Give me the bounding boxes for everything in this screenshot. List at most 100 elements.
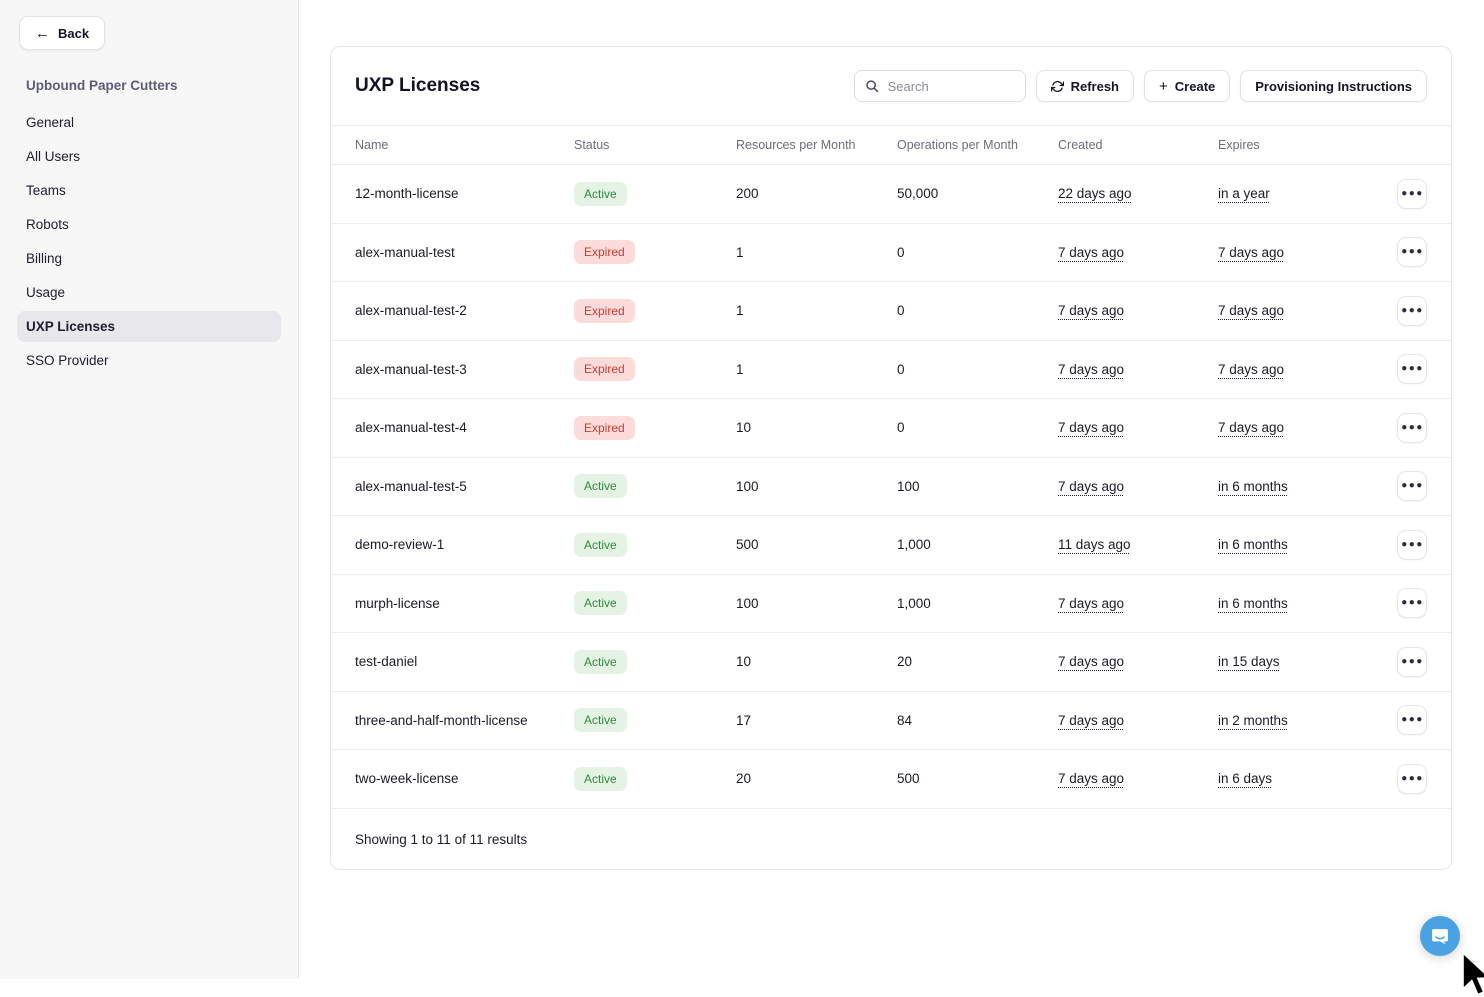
expires-value[interactable]: in 6 months [1218, 478, 1288, 494]
status-badge: Active [574, 766, 627, 791]
chat-bubble-icon [1432, 929, 1448, 945]
card-header: UXP Licenses Refresh + Create [331, 47, 1451, 126]
created-value[interactable]: 7 days ago [1058, 771, 1125, 787]
expires-value[interactable]: 7 days ago [1218, 361, 1285, 377]
header-controls: Refresh + Create Provisioning Instructio… [853, 70, 1427, 102]
license-created-cell: 7 days ago [1058, 713, 1218, 728]
ellipsis-icon: ●●● [1401, 421, 1424, 433]
license-operations: 1,000 [897, 595, 931, 611]
row-actions-button[interactable]: ●●● [1397, 763, 1427, 794]
license-created-cell: 7 days ago [1058, 303, 1218, 318]
row-actions-button[interactable]: ●●● [1397, 588, 1427, 619]
created-value[interactable]: 7 days ago [1058, 244, 1125, 260]
status-badge: Active [574, 649, 627, 674]
back-button[interactable]: ← Back [19, 16, 106, 50]
refresh-button-label: Refresh [1070, 78, 1120, 94]
ellipsis-icon: ●●● [1401, 304, 1424, 316]
license-name: three-and-half-month-license [355, 712, 528, 728]
sidebar-item-billing[interactable]: Billing [17, 243, 281, 274]
license-operations: 50,000 [897, 186, 939, 202]
row-actions-button[interactable]: ●●● [1397, 178, 1427, 209]
create-button[interactable]: + Create [1144, 70, 1231, 102]
created-value[interactable]: 11 days ago [1058, 537, 1131, 553]
license-status-cell: Expired [574, 415, 736, 440]
license-name: test-daniel [355, 654, 418, 670]
license-resources: 1 [736, 361, 744, 377]
sidebar-item-label: All Users [26, 149, 81, 164]
license-resources: 17 [736, 712, 752, 728]
provisioning-instructions-button[interactable]: Provisioning Instructions [1240, 70, 1427, 102]
row-actions-button[interactable]: ●●● [1397, 354, 1427, 385]
license-name: alex-manual-test-5 [355, 478, 467, 494]
expires-value[interactable]: in 6 days [1218, 771, 1273, 787]
sidebar-item-usage[interactable]: Usage [17, 277, 281, 308]
status-badge: Expired [574, 298, 635, 323]
created-value[interactable]: 7 days ago [1058, 478, 1125, 494]
expires-value[interactable]: in 6 months [1218, 595, 1288, 611]
column-header: Expires [1218, 138, 1260, 152]
ellipsis-icon: ●●● [1401, 772, 1424, 784]
row-actions-button[interactable]: ●●● [1397, 705, 1427, 736]
row-actions-button[interactable]: ●●● [1397, 412, 1427, 443]
ellipsis-icon: ●●● [1401, 538, 1424, 550]
chat-launcher-button[interactable] [1420, 916, 1460, 956]
created-value[interactable]: 7 days ago [1058, 303, 1125, 319]
table-row: alex-manual-test-5 Active 100 100 7 days ago… [331, 458, 1451, 516]
sidebar-item-all-users[interactable]: All Users [17, 141, 281, 172]
search-input[interactable] [885, 77, 1015, 95]
license-created-cell: 7 days ago [1058, 420, 1218, 435]
created-value[interactable]: 7 days ago [1058, 420, 1125, 436]
row-actions-button[interactable]: ●●● [1397, 529, 1427, 560]
row-actions-button[interactable]: ●●● [1397, 295, 1427, 326]
table-row: test-daniel Active 10 20 7 days ago in 15 day… [331, 633, 1451, 692]
license-created-cell: 11 days ago [1058, 537, 1218, 552]
created-value[interactable]: 7 days ago [1058, 712, 1125, 728]
row-actions-button[interactable]: ●●● [1397, 237, 1427, 268]
created-value[interactable]: 22 days ago [1058, 186, 1132, 202]
sidebar-item-teams[interactable]: Teams [17, 175, 281, 206]
sidebar-item-sso-provider[interactable]: SSO Provider [17, 345, 281, 376]
sidebar-item-robots[interactable]: Robots [17, 209, 281, 240]
sidebar-item-label: UXP Licenses [26, 319, 116, 334]
license-operations: 84 [897, 712, 913, 728]
license-created-cell: 7 days ago [1058, 654, 1218, 669]
sidebar-item-label: General [26, 115, 75, 130]
sidebar-item-uxp-licenses[interactable]: UXP Licenses [17, 311, 281, 342]
org-name: Upbound Paper Cutters [26, 78, 178, 93]
column-header: Operations per Month [897, 138, 1018, 152]
created-value[interactable]: 7 days ago [1058, 654, 1125, 670]
ellipsis-icon: ●●● [1401, 597, 1424, 609]
license-created-cell: 7 days ago [1058, 771, 1218, 786]
sidebar-item-label: Billing [26, 251, 63, 266]
refresh-button[interactable]: Refresh [1035, 70, 1135, 102]
expires-value[interactable]: in 15 days [1218, 654, 1280, 670]
expires-value[interactable]: 7 days ago [1218, 420, 1285, 436]
row-actions-button[interactable]: ●●● [1397, 471, 1427, 502]
expires-value[interactable]: 7 days ago [1218, 303, 1285, 319]
expires-value[interactable]: 7 days ago [1218, 244, 1285, 260]
license-name: alex-manual-test [355, 244, 455, 260]
row-actions-button[interactable]: ●●● [1397, 646, 1427, 677]
ellipsis-icon: ●●● [1401, 714, 1424, 726]
license-status-cell: Active [574, 532, 736, 557]
expires-value[interactable]: in 6 months [1218, 537, 1288, 553]
created-value[interactable]: 7 days ago [1058, 595, 1125, 611]
license-expires-cell: 7 days ago [1218, 303, 1373, 318]
expires-value[interactable]: in a year [1218, 186, 1270, 202]
license-resources: 10 [736, 420, 752, 436]
license-status-cell: Expired [574, 357, 736, 382]
license-status-cell: Active [574, 474, 736, 499]
ellipsis-icon: ●●● [1401, 363, 1424, 375]
expires-value[interactable]: in 2 months [1218, 712, 1288, 728]
search-box[interactable] [853, 70, 1026, 102]
license-name: demo-review-1 [355, 537, 445, 553]
license-expires-cell: in 6 months [1218, 596, 1373, 611]
mouse-pointer-icon [1462, 951, 1484, 996]
status-badge: Active [574, 181, 627, 206]
sidebar-item-general[interactable]: General [17, 107, 281, 138]
created-value[interactable]: 7 days ago [1058, 361, 1125, 377]
table-body: 12-month-license Active 200 50,000 22 days a… [331, 165, 1451, 809]
license-expires-cell: in 6 months [1218, 537, 1373, 552]
ellipsis-icon: ●●● [1401, 246, 1424, 258]
